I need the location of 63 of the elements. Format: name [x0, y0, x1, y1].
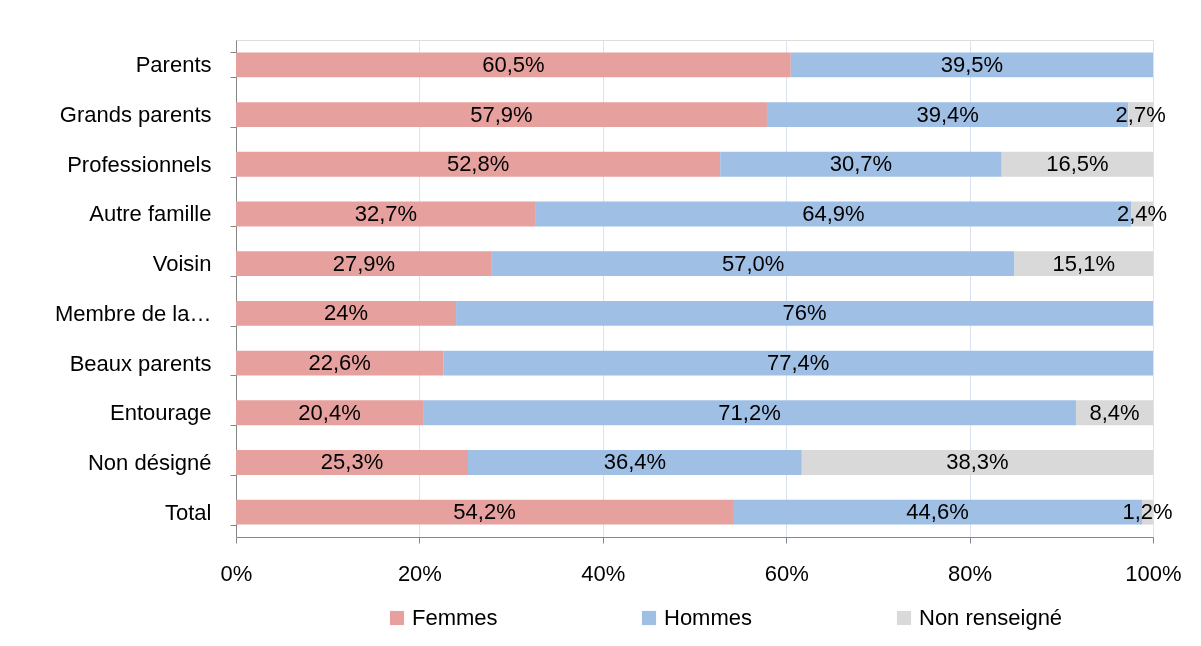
- legend-label: Femmes: [412, 605, 498, 630]
- bar: [236, 400, 424, 426]
- y-tick-label: Voisin: [152, 251, 212, 277]
- y-tick-label: Non désigné: [87, 449, 212, 475]
- x-tick-label: 20%: [397, 560, 442, 586]
- data-label: 24%: [324, 300, 369, 326]
- data-label: 44,6%: [906, 499, 969, 525]
- y-tick-label: Entourage: [109, 400, 212, 426]
- data-label: 20,4%: [298, 399, 361, 425]
- data-label: 39,4%: [916, 101, 979, 127]
- x-tick-label: 60%: [764, 560, 809, 586]
- bar: [720, 151, 1002, 177]
- bar: [423, 400, 1076, 426]
- bar: [236, 52, 791, 78]
- bar: [456, 300, 1153, 326]
- x-tick-label: 0%: [220, 560, 253, 586]
- data-label: 2,7%: [1115, 101, 1166, 127]
- data-label: 25,3%: [320, 449, 384, 475]
- bar: [236, 102, 767, 127]
- bar: [801, 450, 1153, 475]
- bar: [236, 251, 492, 277]
- data-label: 76%: [782, 300, 827, 326]
- x-tick-label: 100%: [1125, 560, 1182, 586]
- y-tick-label: Professionnels: [67, 151, 212, 177]
- data-label: 30,7%: [829, 151, 893, 177]
- bar: [236, 151, 721, 177]
- y-tick-label: Beaux parents: [69, 350, 212, 376]
- data-label: 71,2%: [718, 399, 781, 425]
- data-label: 77,4%: [766, 350, 830, 376]
- bar: [491, 251, 1015, 277]
- bar: [443, 350, 1153, 376]
- data-label: 8,4%: [1089, 399, 1140, 425]
- data-label: 57,0%: [721, 250, 785, 276]
- data-label: 52,8%: [446, 151, 510, 177]
- data-label: 1,2%: [1122, 499, 1173, 525]
- data-label: 22,6%: [308, 350, 371, 376]
- x-tick-label: 80%: [948, 560, 993, 586]
- legend-label: Non renseigné: [919, 605, 1063, 630]
- y-tick-label: Autre famille: [89, 201, 212, 227]
- data-label: 36,4%: [603, 449, 667, 475]
- data-label: 54,2%: [453, 499, 516, 525]
- data-label: 39,5%: [940, 51, 1004, 77]
- bar: [236, 300, 457, 326]
- x-tick-label: 40%: [581, 560, 626, 586]
- data-label: 60,5%: [482, 51, 545, 77]
- data-label: 32,7%: [354, 200, 418, 226]
- bar: [236, 201, 536, 227]
- bar: [468, 450, 802, 475]
- y-tick-label: Total: [165, 499, 212, 525]
- data-label: 64,9%: [802, 200, 865, 226]
- data-label: 27,9%: [332, 250, 396, 276]
- bar: [236, 450, 468, 475]
- legend-label: Hommes: [664, 605, 753, 630]
- data-label: 15,1%: [1052, 250, 1115, 276]
- data-label: 57,9%: [470, 101, 533, 127]
- data-label: 38,3%: [946, 449, 1009, 475]
- y-tick-label: Membre de la…: [54, 300, 212, 326]
- y-tick-label: Grands parents: [59, 102, 212, 128]
- y-tick-label: Parents: [135, 52, 212, 78]
- data-label: 16,5%: [1046, 151, 1109, 177]
- bar: [790, 52, 1153, 78]
- bar: [236, 499, 734, 525]
- data-label: 2,4%: [1116, 200, 1168, 226]
